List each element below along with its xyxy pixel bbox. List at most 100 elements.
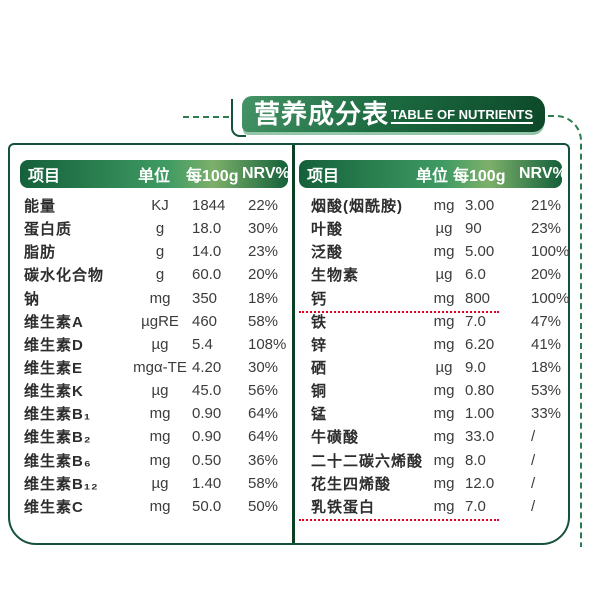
unit-label: µg xyxy=(151,382,169,400)
nrv-value: 30% xyxy=(248,359,279,377)
table-row: 维生素E mgα-TE 4.20 30% xyxy=(10,356,292,379)
unit-label: mg xyxy=(433,474,455,492)
nrv-value: / xyxy=(531,474,536,492)
nrv-value: 100% xyxy=(531,289,570,307)
per100g-value: 1.00 xyxy=(465,405,495,423)
item-label: 硒 xyxy=(311,360,328,378)
item-label: 生物素 xyxy=(311,267,360,285)
nrv-value: 64% xyxy=(248,428,279,446)
unit-label: g xyxy=(155,266,165,284)
nutrients-table-right: 项目 单位 每100g NRV% 烟酸(烟酰胺) mg 3.00 21% 叶酸 µg 90 2… xyxy=(295,145,570,543)
nrv-value: 18% xyxy=(531,359,562,377)
item-label: 维生素B₆ xyxy=(24,452,92,470)
per100g-value: 12.0 xyxy=(465,474,495,492)
table-header-right: 项目 单位 每100g NRV% xyxy=(299,160,567,188)
unit-label: mg xyxy=(149,405,171,423)
table-row: 烟酸(烟酰胺) mg 3.00 21% xyxy=(295,194,568,217)
unit-label: mg xyxy=(433,312,455,330)
nrv-value: / xyxy=(531,451,536,469)
title-banner: 营养成分表 TABLE OF NUTRIENTS xyxy=(242,96,545,132)
item-label: 维生素K xyxy=(24,383,84,401)
item-label: 维生素B₁ xyxy=(24,406,92,424)
item-label: 叶酸 xyxy=(311,221,344,239)
item-label: 钠 xyxy=(24,290,41,308)
table-divider xyxy=(292,145,295,543)
header-nrv: NRV% xyxy=(242,165,290,182)
item-label: 牛磺酸 xyxy=(311,429,360,447)
nutrients-table-left: 项目 单位 每100g NRV% 能量 KJ 1844 22% 蛋白质 g 18.0 30% 脂… xyxy=(10,145,292,543)
per100g-value: 9.0 xyxy=(465,359,486,377)
table-row: 蛋白质 g 18.0 30% xyxy=(10,217,292,240)
item-label: 蛋白质 xyxy=(24,221,73,239)
nrv-value: 56% xyxy=(248,382,279,400)
header-per100g: 每100g xyxy=(453,168,506,185)
item-label: 维生素B₁₂ xyxy=(24,475,99,493)
per100g-value: 0.90 xyxy=(192,428,222,446)
unit-label: µg xyxy=(435,220,453,238)
per100g-value: 460 xyxy=(192,312,218,330)
nrv-value: 108% xyxy=(248,335,287,353)
table-row: 铜 mg 0.80 53% xyxy=(295,379,568,402)
table-row: 乳铁蛋白 mg 7.0 / xyxy=(295,495,568,522)
table-row: 牛磺酸 mg 33.0 / xyxy=(295,425,568,448)
table-row: 钙 mg 800 100% xyxy=(295,287,570,313)
table-row: 维生素B₁ mg 0.90 64% xyxy=(10,402,292,425)
nrv-value: / xyxy=(531,428,536,446)
item-label: 维生素B₂ xyxy=(24,429,92,447)
banner-title-en: TABLE OF NUTRIENTS xyxy=(390,106,534,122)
unit-label: mg xyxy=(433,451,455,469)
unit-label: mg xyxy=(433,289,455,307)
item-label: 锌 xyxy=(311,336,328,354)
item-label: 铜 xyxy=(311,383,328,401)
table-row: 维生素B₂ mg 0.90 64% xyxy=(10,425,292,448)
item-label: 乳铁蛋白 xyxy=(311,498,376,516)
item-label: 维生素E xyxy=(24,360,84,378)
per100g-value: 5.00 xyxy=(465,243,495,261)
per100g-value: 0.50 xyxy=(192,451,222,469)
per100g-value: 5.4 xyxy=(192,335,213,353)
unit-label: µg xyxy=(151,474,169,492)
banner-title-cn: 营养成分表 xyxy=(253,99,389,129)
per100g-value: 0.90 xyxy=(192,405,222,423)
table-row: 脂肪 g 14.0 23% xyxy=(10,240,292,263)
unit-label: mg xyxy=(433,497,455,515)
per100g-value: 350 xyxy=(192,289,218,307)
unit-label: mg xyxy=(149,497,171,515)
table-rows-left: 能量 KJ 1844 22% 蛋白质 g 18.0 30% 脂肪 g 14.0 23% 碳水化合物 g 60… xyxy=(10,194,292,518)
unit-label: mg xyxy=(149,289,171,307)
per100g-value: 14.0 xyxy=(192,243,222,261)
unit-label: KJ xyxy=(151,197,169,215)
banner-left-bracket xyxy=(231,99,246,137)
dashed-connector-right xyxy=(548,115,582,547)
nrv-value: 33% xyxy=(531,405,562,423)
per100g-value: 6.0 xyxy=(465,266,486,284)
per100g-value: 7.0 xyxy=(465,497,486,515)
nrv-value: 23% xyxy=(248,243,279,261)
unit-label: mg xyxy=(149,428,171,446)
item-label: 锰 xyxy=(311,406,328,424)
header-nrv: NRV% xyxy=(519,165,567,182)
table-row: 锌 mg 6.20 41% xyxy=(295,333,568,356)
item-label: 碳水化合物 xyxy=(24,267,105,285)
unit-label: mg xyxy=(433,405,455,423)
item-label: 脂肪 xyxy=(24,244,57,262)
unit-label: mg xyxy=(433,382,455,400)
table-row: 钠 mg 350 18% xyxy=(10,287,292,310)
nrv-value: 58% xyxy=(248,312,279,330)
item-label: 能量 xyxy=(24,198,57,216)
header-item: 项目 xyxy=(28,168,61,185)
nrv-value: 64% xyxy=(248,405,279,423)
nrv-value: 20% xyxy=(248,266,279,284)
nutrients-box: 项目 单位 每100g NRV% 能量 KJ 1844 22% 蛋白质 g 18.0 30% 脂… xyxy=(8,143,570,545)
per100g-value: 800 xyxy=(465,289,491,307)
unit-label: mgα-TE xyxy=(133,359,187,377)
table-row: 维生素C mg 50.0 50% xyxy=(10,495,292,518)
unit-label: mg xyxy=(433,243,455,261)
table-row: 叶酸 µg 90 23% xyxy=(295,217,568,240)
unit-label: g xyxy=(155,243,165,261)
item-label: 铁 xyxy=(311,313,328,331)
unit-label: mg xyxy=(433,428,455,446)
table-row: 泛酸 mg 5.00 100% xyxy=(295,240,569,263)
header-unit: 单位 xyxy=(415,168,448,185)
nrv-value: 36% xyxy=(248,451,279,469)
